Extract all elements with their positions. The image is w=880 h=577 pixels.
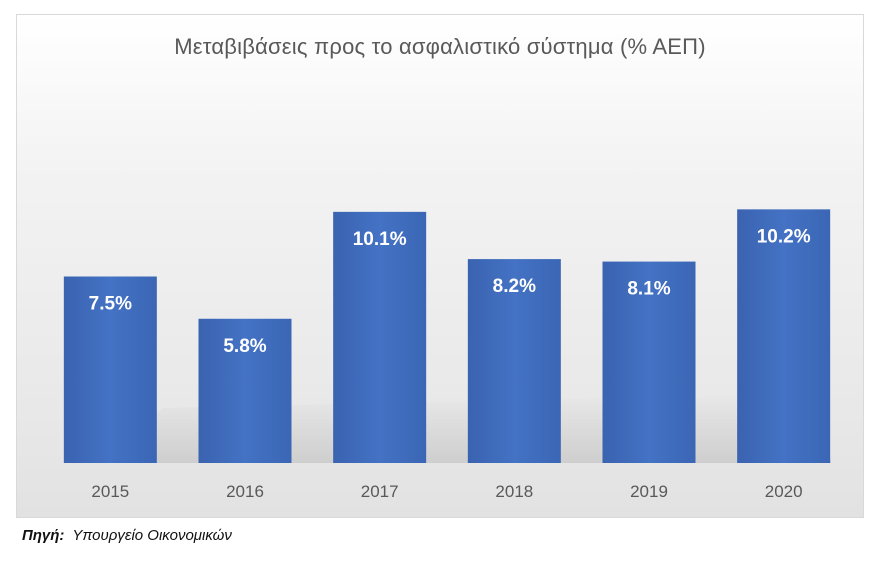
source-text: Υπουργείο Οικονομικών bbox=[72, 527, 232, 544]
x-tick-2019: 2019 bbox=[630, 482, 668, 501]
data-label-2019: 8.1% bbox=[627, 279, 670, 300]
bar-2019 bbox=[602, 261, 696, 463]
data-label-2018: 8.2% bbox=[493, 276, 536, 297]
bar-2016 bbox=[198, 318, 292, 463]
bar-2018 bbox=[467, 259, 561, 463]
bar-2015 bbox=[63, 276, 157, 463]
source-note: Πηγή: Υπουργείο Οικονομικών bbox=[22, 527, 232, 544]
source-label: Πηγή: bbox=[22, 527, 65, 544]
floor-shadow bbox=[83, 393, 831, 463]
data-label-2020: 10.2% bbox=[757, 226, 811, 247]
chart-title: Μεταβιβάσεις προς το ασφαλιστικό σύστημα… bbox=[174, 34, 706, 59]
x-tick-2018: 2018 bbox=[495, 482, 533, 501]
data-label-2016: 5.8% bbox=[223, 336, 266, 357]
x-tick-2017: 2017 bbox=[361, 482, 399, 501]
x-tick-2020: 2020 bbox=[765, 482, 803, 501]
bar-2017 bbox=[333, 211, 427, 463]
data-label-2017: 10.1% bbox=[353, 229, 407, 250]
bar-2020 bbox=[737, 209, 831, 463]
x-tick-2015: 2015 bbox=[91, 482, 129, 501]
data-label-2015: 7.5% bbox=[89, 294, 132, 315]
x-tick-2016: 2016 bbox=[226, 482, 264, 501]
